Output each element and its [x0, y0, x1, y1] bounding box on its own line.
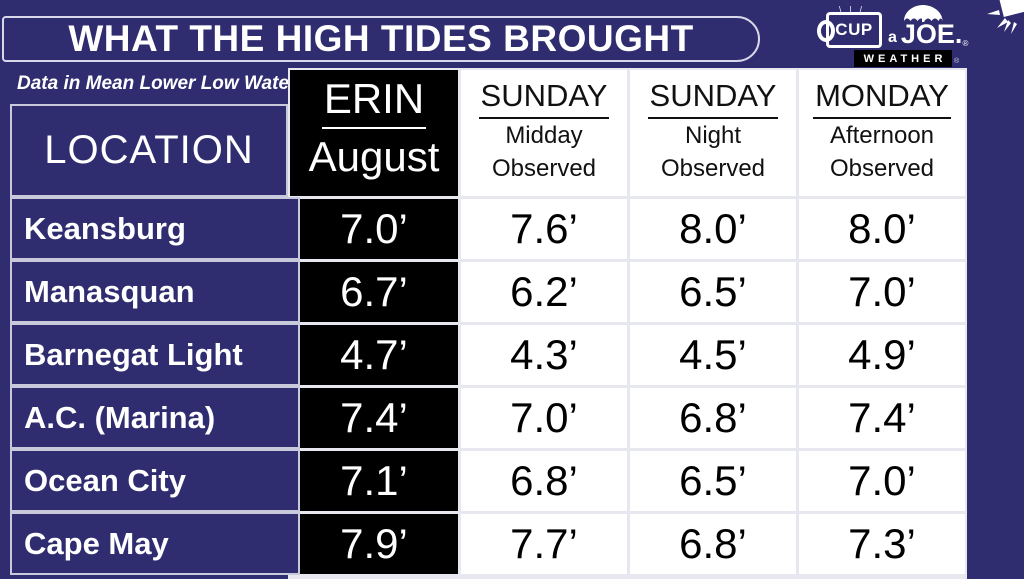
column-header-monday-afternoon: MONDAY Afternoon Observed: [799, 70, 965, 196]
tide-value: 7.0’: [290, 199, 458, 259]
registered-mark: ®: [962, 39, 969, 48]
tide-value: 7.0’: [461, 388, 627, 448]
location-label: Keansburg: [10, 197, 300, 260]
tide-value: 4.9’: [799, 325, 965, 385]
tide-value: 7.4’: [290, 388, 458, 448]
column-subtitle2: Observed: [660, 155, 766, 182]
tide-value: 6.2’: [461, 262, 627, 322]
title-bar: WHAT THE HIGH TIDES BROUGHT: [2, 16, 760, 62]
tide-value: 4.7’: [290, 325, 458, 385]
tide-value: 6.5’: [630, 262, 796, 322]
location-label: A.C. (Marina): [10, 386, 300, 449]
column-header-sunday-midday: SUNDAY Midday Observed: [461, 70, 627, 196]
tide-table: ERIN August SUNDAY Midday Observed SUNDA…: [288, 68, 967, 579]
cup-a-joe-weather-logo: \ | / CUP a JOE.® WEATHER ®: [817, 5, 986, 70]
location-label: Ocean City: [10, 449, 300, 512]
logo-cup-text: CUP: [835, 20, 873, 39]
weather-bar: WEATHER: [854, 50, 952, 67]
tide-value: 6.8’: [630, 514, 796, 574]
column-subtitle: Midday: [505, 122, 583, 149]
mug-handle-icon: [817, 20, 835, 42]
column-header-sunday-night: SUNDAY Night Observed: [630, 70, 796, 196]
tide-value: 7.6’: [461, 199, 627, 259]
sun-icon: [987, 0, 1024, 34]
tide-value: 7.4’: [799, 388, 965, 448]
column-header-erin: ERIN August: [290, 70, 458, 196]
tide-value: 8.0’: [799, 199, 965, 259]
tide-value: 7.9’: [290, 514, 458, 574]
registered-mark-small: ®: [954, 58, 960, 65]
umbrella-icon: [903, 5, 943, 22]
column-subtitle2: Observed: [491, 155, 597, 182]
tide-value: 7.7’: [461, 514, 627, 574]
column-title: ERIN: [321, 72, 427, 129]
tide-value: 7.0’: [799, 451, 965, 511]
coffee-mug-icon: \ | / CUP: [817, 6, 882, 48]
logo-row: \ | / CUP a JOE.®: [817, 5, 969, 49]
column-subtitle: August: [308, 133, 440, 180]
location-label: Barnegat Light: [10, 323, 300, 386]
tide-value: 8.0’: [630, 199, 796, 259]
column-title: SUNDAY: [478, 76, 610, 119]
tide-value: 6.7’: [290, 262, 458, 322]
logo-joe-text: JOE.: [900, 19, 963, 49]
tide-value: 4.5’: [630, 325, 796, 385]
steam-icon: \ | /: [839, 5, 865, 14]
location-column-header: LOCATION: [10, 104, 288, 197]
location-label: Cape May: [10, 512, 300, 575]
tide-value: 7.0’: [799, 262, 965, 322]
tide-value: 6.8’: [461, 451, 627, 511]
column-subtitle: Night: [684, 122, 742, 149]
column-subtitle: Afternoon: [829, 122, 935, 149]
tide-value: 7.3’: [799, 514, 965, 574]
tide-value: 7.1’: [290, 451, 458, 511]
location-label: Manasquan: [10, 260, 300, 323]
logo-weather-text: WEATHER: [863, 52, 947, 65]
data-note: Data in Mean Lower Low Water: [17, 73, 297, 94]
logo-joe-wrap: JOE.®: [900, 5, 969, 49]
logo-a-text: a: [888, 29, 897, 46]
page-title: WHAT THE HIGH TIDES BROUGHT: [68, 18, 694, 59]
column-title: MONDAY: [813, 76, 951, 119]
tide-value: 4.3’: [461, 325, 627, 385]
column-title: SUNDAY: [647, 76, 779, 119]
column-subtitle2: Observed: [829, 155, 935, 182]
tide-value: 6.8’: [630, 388, 796, 448]
tide-value: 6.5’: [630, 451, 796, 511]
